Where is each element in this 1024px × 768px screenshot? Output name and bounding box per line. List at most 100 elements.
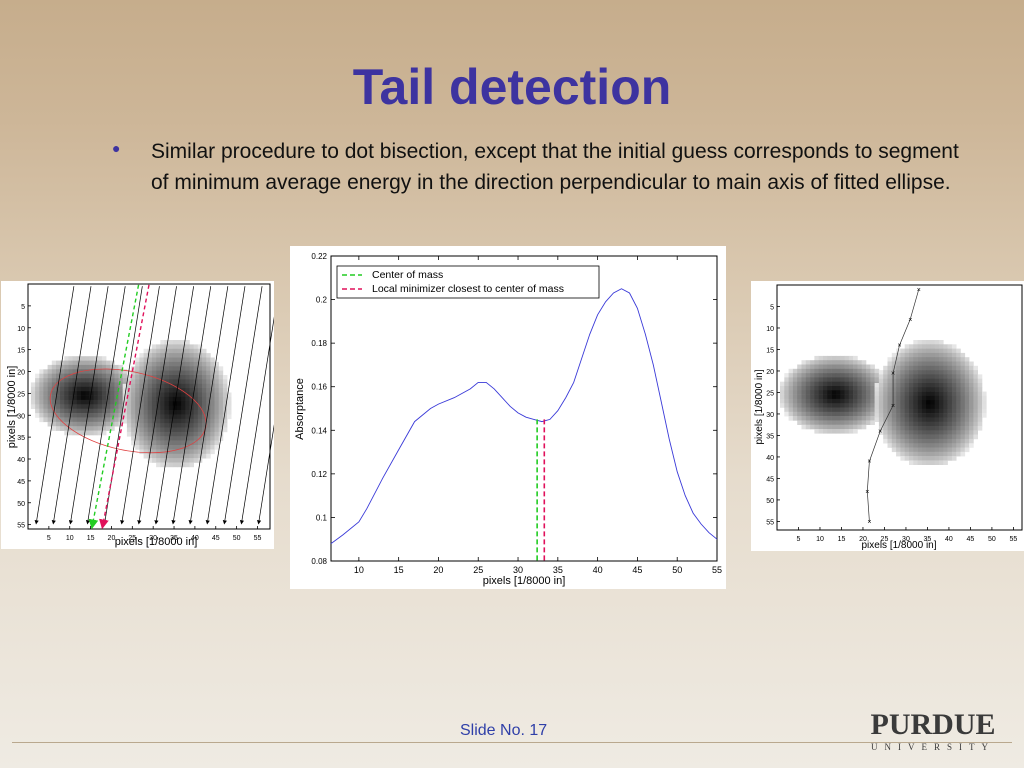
- y-tick-label: 0.2: [316, 296, 328, 305]
- scan-line-arrow: [154, 286, 194, 525]
- y-tick-label: 10: [766, 326, 774, 333]
- legend-minimizer-label: Local minimizer closest to center of mas…: [372, 283, 564, 295]
- absorptance-line-chart: 10 15 20 25 30 35 40 45 50 55 0.08 0.1 0.12 0.14 0.16 0…: [294, 252, 722, 587]
- left-image-panel: 5 10 15 20 25 30 35 40 45 50 55 5 10 15 20 25 30 35 40 45 50…: [1, 281, 297, 549]
- path-point: ×: [867, 519, 871, 526]
- path-point: ×: [878, 429, 882, 436]
- x-tick-label: 20: [108, 535, 116, 542]
- scan-line-arrow: [68, 286, 109, 525]
- y-tick-label: 0.16: [311, 383, 327, 392]
- slide-title: Tail detection: [352, 59, 672, 115]
- x-tick-label: 30: [902, 536, 910, 543]
- x-tick-label: 35: [170, 535, 178, 542]
- y-tick-label: 0.12: [311, 470, 327, 479]
- x-tick-label: 15: [87, 535, 95, 542]
- x-tick-label: 5: [797, 536, 801, 543]
- ink-blob: [780, 355, 893, 434]
- scan-line-arrow: [103, 286, 143, 525]
- x-tick-label: 15: [394, 565, 404, 575]
- scan-line-arrow: [137, 286, 177, 525]
- x-tick-label: 55: [712, 565, 722, 575]
- x-tick-label: 30: [149, 535, 157, 542]
- scan-line-arrow: [239, 286, 280, 525]
- path-point: ×: [897, 343, 901, 350]
- path-point: ×: [867, 459, 871, 466]
- x-tick-label: 25: [128, 535, 136, 542]
- y-tick-label: 55: [766, 519, 774, 526]
- x-tick-label: 55: [254, 535, 262, 542]
- scan-line-arrow: [34, 286, 75, 525]
- scan-line-arrow: [222, 286, 263, 525]
- absorptance-curve: [330, 288, 718, 544]
- y-tick-label: 15: [17, 348, 25, 355]
- left-xlabel: pixels [1/8000 in]: [115, 536, 198, 548]
- y-tick-label: 40: [17, 457, 25, 464]
- scan-line-arrow: [188, 286, 229, 525]
- ink-blob: [874, 340, 987, 465]
- x-tick-label: 45: [967, 536, 975, 543]
- center-of-mass-arrow: [88, 284, 140, 530]
- path-point: ×: [891, 371, 895, 378]
- y-tick-label: 45: [17, 479, 25, 486]
- y-tick-label: 35: [766, 433, 774, 440]
- x-tick-label: 50: [233, 535, 241, 542]
- tail-path: [866, 289, 920, 522]
- x-tick-label: 25: [473, 565, 483, 575]
- footer-divider: [12, 742, 1012, 743]
- scan-line-arrow: [120, 286, 160, 525]
- x-tick-label: 30: [513, 565, 523, 575]
- scan-line-arrow: [171, 286, 212, 525]
- y-tick-label: 40: [766, 455, 774, 462]
- bullet-text: Similar procedure to dot bisection, exce…: [151, 140, 959, 194]
- y-tick-label: 0.14: [311, 426, 327, 435]
- scan-line-arrow: [51, 286, 92, 525]
- scan-line-arrow: [205, 286, 246, 525]
- chart-legend: Center of mass Local minimizer closest t…: [336, 265, 600, 299]
- mid-ylabel: Absorptance: [294, 378, 306, 440]
- logo-subtitle: UNIVERSITY: [871, 742, 995, 752]
- legend-center-label: Center of mass: [372, 269, 443, 281]
- absorptance-chart-panel: 10 15 20 25 30 35 40 45 50 55 0.08 0.1 0.12 0.14 0.16 0…: [290, 246, 726, 589]
- x-tick-label: 50: [988, 536, 996, 543]
- logo-wordmark: PURDUE: [870, 708, 996, 741]
- x-tick-label: 25: [881, 536, 889, 543]
- right-image-panel: × × × × × × × × × 5 10 15 20 25 30 35 40 45 50 55 5 10 15 20 25…: [751, 281, 1024, 551]
- bullet-dot-icon: ●: [112, 140, 121, 156]
- y-tick-label: 30: [766, 412, 774, 419]
- y-tick-label: 0.22: [311, 252, 327, 261]
- x-tick-label: 10: [354, 565, 364, 575]
- y-tick-label: 55: [17, 523, 25, 530]
- x-tick-label: 40: [945, 536, 953, 543]
- y-tick-label: 0.1: [316, 513, 328, 522]
- x-tick-label: 45: [212, 535, 220, 542]
- x-tick-label: 55: [1010, 536, 1018, 543]
- y-tick-label: 30: [17, 413, 25, 420]
- x-tick-label: 15: [838, 536, 846, 543]
- slide-number: Slide No. 17: [460, 722, 548, 739]
- left-ylabel: pixels [1/8000 in]: [6, 366, 18, 449]
- y-tick-label: 0.08: [311, 557, 327, 566]
- x-tick-label: 45: [632, 565, 642, 575]
- x-tick-label: 40: [191, 535, 199, 542]
- y-tick-label: 10: [17, 326, 25, 333]
- y-tick-label: 50: [766, 498, 774, 505]
- local-minimizer-arrow: [99, 284, 150, 530]
- right-ylabel: pixels [1/8000 in]: [754, 369, 765, 444]
- ink-blob: [122, 340, 232, 468]
- purdue-logo: PURDUE UNIVERSITY: [866, 708, 1000, 753]
- path-point: ×: [891, 403, 895, 410]
- y-tick-label: 20: [17, 370, 25, 377]
- scan-line-arrow: [85, 286, 126, 525]
- path-point: ×: [865, 489, 869, 496]
- y-tick-label: 20: [766, 369, 774, 376]
- y-tick-label: 5: [770, 304, 774, 311]
- x-tick-label: 20: [859, 536, 867, 543]
- x-tick-label: 10: [66, 535, 74, 542]
- x-tick-label: 50: [672, 565, 682, 575]
- y-tick-label: 0.18: [311, 339, 327, 348]
- path-point: ×: [917, 287, 921, 294]
- y-tick-label: 15: [766, 347, 774, 354]
- x-tick-label: 20: [433, 565, 443, 575]
- y-tick-label: 45: [766, 476, 774, 483]
- x-tick-label: 5: [47, 535, 51, 542]
